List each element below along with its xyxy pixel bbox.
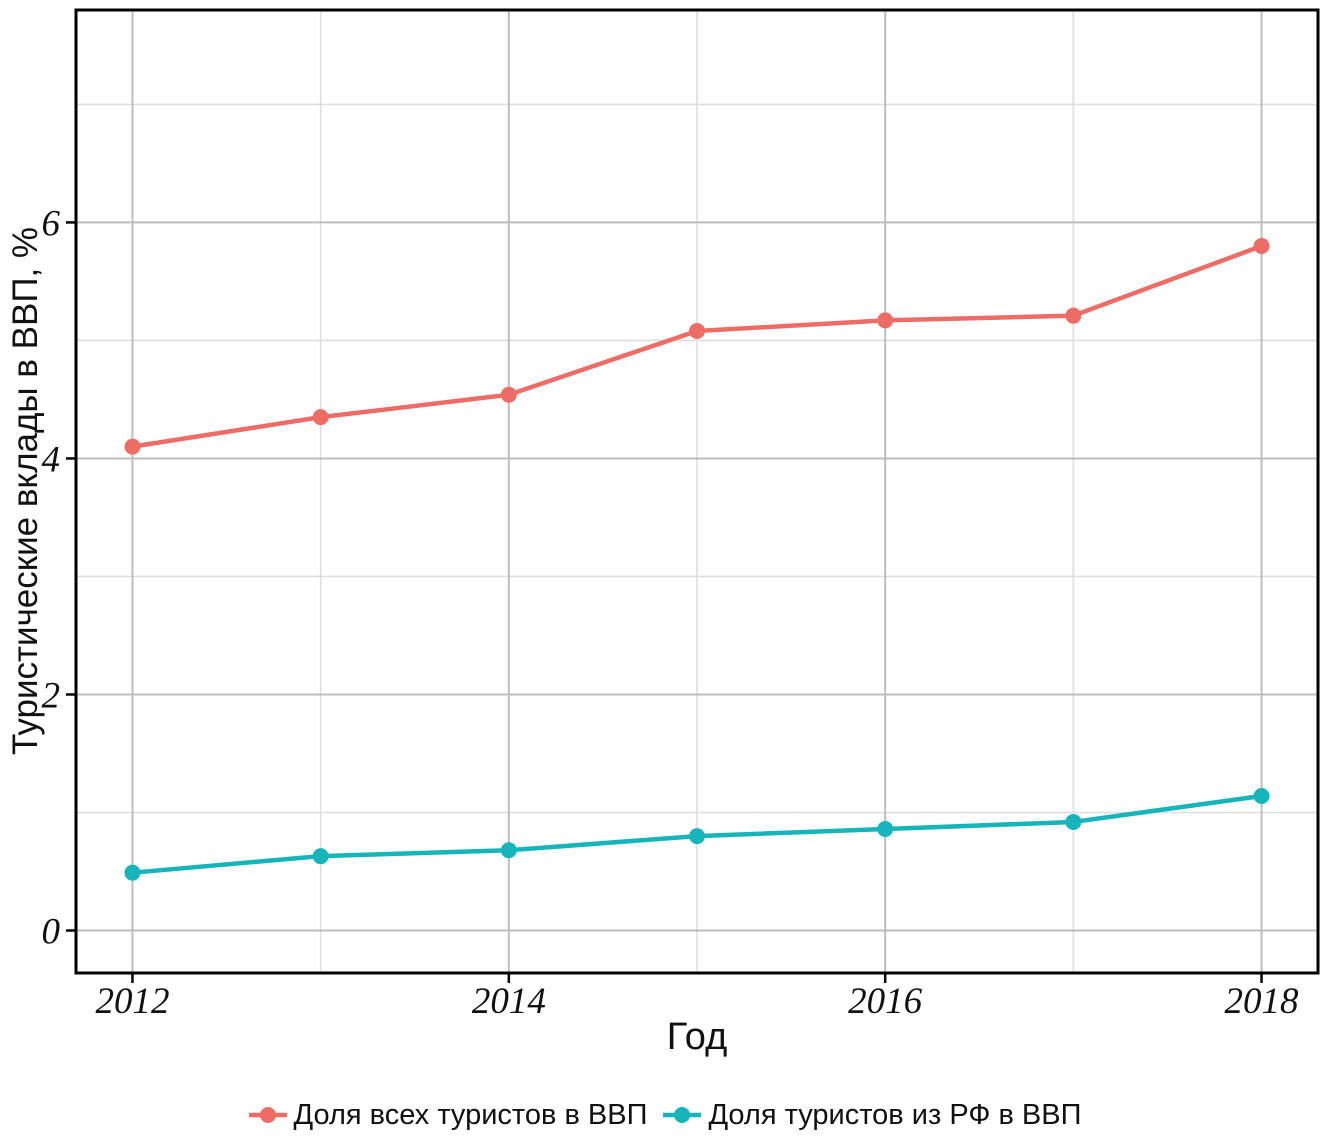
x-tick-label: 2016 <box>848 981 923 1022</box>
data-point <box>877 821 894 838</box>
legend: Доля всех туристов в ВВП Доля туристов из… <box>0 1092 1328 1138</box>
legend-key-point <box>674 1107 691 1123</box>
series-0 <box>124 238 1270 455</box>
x-tick-label: 2018 <box>1225 981 1300 1022</box>
data-point <box>500 386 517 403</box>
data-point <box>124 864 141 881</box>
panel-border <box>74 8 1320 975</box>
data-point <box>689 323 705 339</box>
data-point <box>877 312 894 329</box>
legend-key-icon <box>663 1107 702 1123</box>
data-point <box>312 409 329 426</box>
data-point <box>1253 787 1270 804</box>
series-1 <box>124 787 1270 881</box>
data-point <box>689 828 705 845</box>
legend-entry-1: Доля туристов из РФ в ВВП <box>661 1099 1081 1132</box>
data-point <box>1065 307 1082 324</box>
legend-label: Доля туристов из РФ в ВВП <box>708 1098 1082 1131</box>
axis-ticks: 2012 2014 2016 2018 0 2 4 6 <box>42 203 1300 1022</box>
y-axis-title: Туристические вклады в ВВП, % <box>6 226 45 756</box>
grid-major <box>76 10 1318 973</box>
legend-key-icon <box>248 1107 287 1123</box>
x-tick-label: 2012 <box>95 981 169 1022</box>
y-tick-label: 6 <box>42 203 61 244</box>
grid-minor <box>76 10 1318 973</box>
y-tick-label: 4 <box>42 439 61 480</box>
legend-key-point <box>259 1107 276 1123</box>
data-point <box>312 848 329 865</box>
x-axis-title: Год <box>666 1016 728 1058</box>
legend-entry-0: Доля всех туристов в ВВП <box>247 1098 648 1132</box>
legend-label: Доля всех туристов в ВВП <box>293 1098 648 1131</box>
data-point <box>1253 238 1270 255</box>
x-tick-label: 2014 <box>472 981 546 1022</box>
y-tick-label: 2 <box>42 675 61 716</box>
y-tick-label: 0 <box>42 912 61 953</box>
data-point <box>124 438 141 455</box>
data-point <box>500 842 517 859</box>
data-point <box>1065 813 1082 830</box>
